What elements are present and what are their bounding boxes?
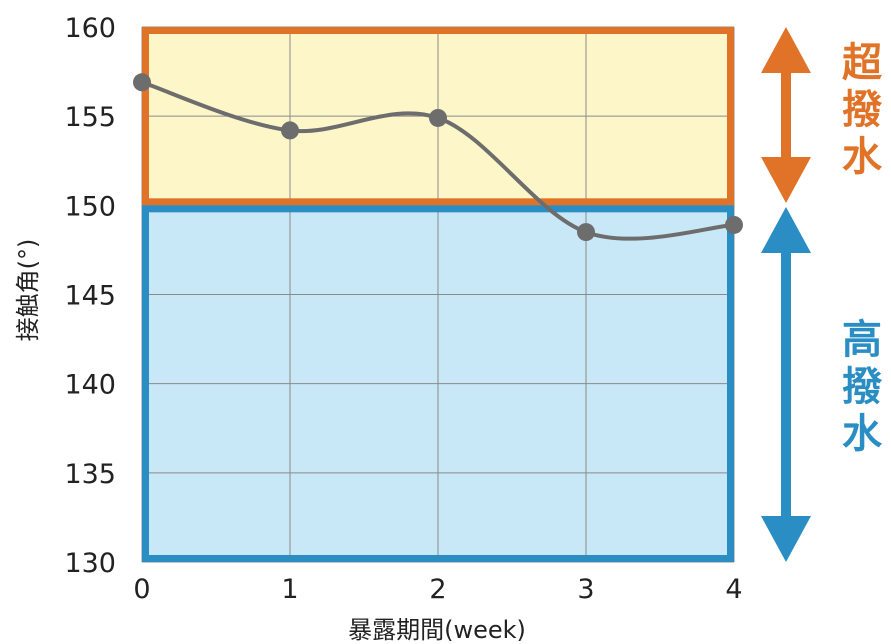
data-point-1 (281, 121, 299, 140)
band-border-1 (142, 205, 734, 562)
label-high-hydrophobic-char-0: 高 (842, 317, 882, 363)
x-axis-title: 暴露期間(week) (348, 616, 526, 644)
data-point-4 (725, 215, 743, 234)
y-tick-label-145: 145 (64, 281, 116, 312)
label-super-hydrophobic: 超撥水 (842, 40, 883, 180)
y-tick-label-135: 135 (64, 459, 116, 490)
y-tick-label-160: 160 (64, 13, 116, 44)
data-point-0 (133, 73, 151, 92)
y-tick-label-150: 150 (64, 191, 116, 222)
data-point-3 (577, 223, 595, 242)
label-high-hydrophobic: 高撥水 (842, 317, 883, 457)
y-tick-label-130: 130 (64, 548, 116, 579)
label-high-hydrophobic-char-1: 撥 (842, 364, 883, 410)
x-tick-label-4: 4 (725, 574, 742, 605)
data-point-2 (429, 108, 447, 127)
ticks-layer: 130 135 140 145 150 155 160 0 1 2 3 4 (64, 13, 742, 605)
x-tick-label-1: 1 (281, 574, 298, 605)
y-tick-label-155: 155 (64, 102, 116, 133)
label-super-hydrophobic-char-0: 超 (842, 40, 883, 86)
arrow-super-hydrophobic (761, 27, 811, 203)
label-high-hydrophobic-char-2: 水 (842, 411, 883, 457)
x-tick-label-0: 0 (133, 574, 150, 605)
arrow-super-hydrophobic-head-up (761, 27, 811, 73)
band-border-0 (142, 27, 734, 206)
x-tick-label-2: 2 (429, 574, 446, 605)
series-layer (133, 73, 743, 242)
y-axis-title: 接触角(°) (14, 239, 42, 342)
label-super-hydrophobic-char-1: 撥 (842, 87, 883, 133)
x-tick-label-3: 3 (577, 574, 594, 605)
arrow-super-hydrophobic-head-down (761, 157, 811, 203)
arrow-high-hydrophobic-head-down (761, 516, 811, 562)
arrow-high-hydrophobic (761, 207, 811, 562)
label-super-hydrophobic-char-2: 水 (842, 134, 883, 180)
arrow-high-hydrophobic-head-up (761, 207, 811, 253)
y-tick-label-140: 140 (64, 370, 116, 401)
band-borders-layer (142, 27, 734, 562)
